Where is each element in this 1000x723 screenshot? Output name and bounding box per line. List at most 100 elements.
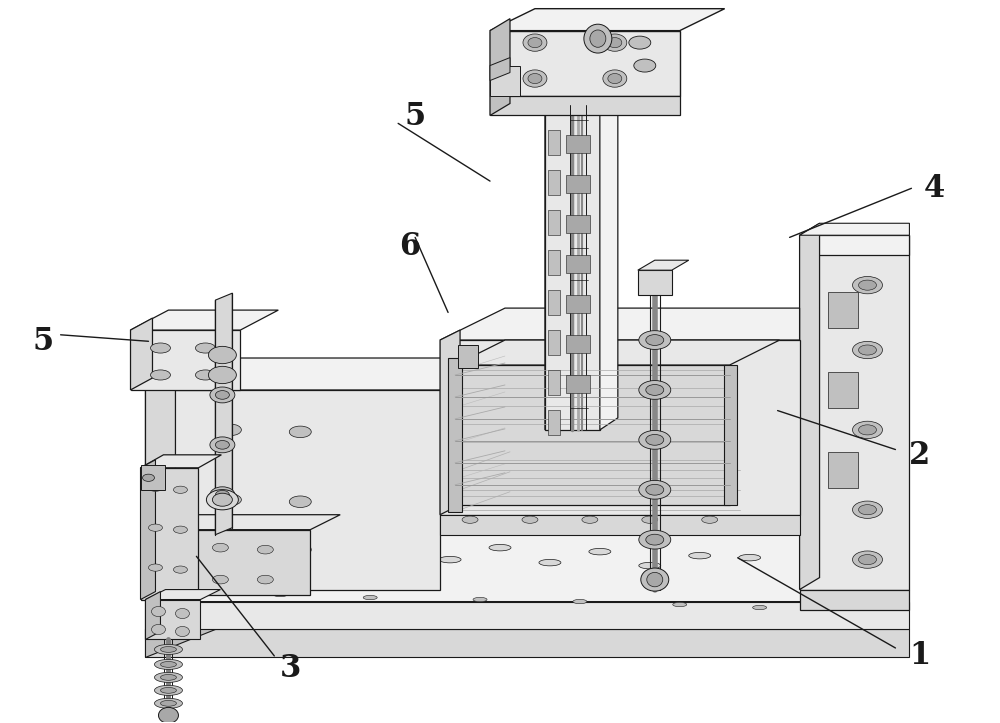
Ellipse shape (598, 449, 622, 461)
Polygon shape (724, 365, 737, 505)
Ellipse shape (212, 576, 228, 584)
Ellipse shape (648, 449, 672, 461)
Text: 3: 3 (280, 653, 301, 684)
Polygon shape (600, 93, 618, 430)
Ellipse shape (539, 560, 561, 566)
Ellipse shape (853, 501, 882, 518)
Ellipse shape (859, 280, 876, 290)
Ellipse shape (167, 540, 183, 549)
Ellipse shape (160, 675, 176, 680)
Circle shape (528, 38, 542, 48)
Circle shape (528, 74, 542, 84)
Polygon shape (638, 270, 672, 295)
Text: 5: 5 (405, 100, 426, 132)
Polygon shape (145, 508, 215, 602)
Ellipse shape (219, 424, 241, 436)
Ellipse shape (739, 555, 761, 561)
Ellipse shape (160, 646, 176, 652)
Polygon shape (548, 410, 560, 435)
Polygon shape (141, 465, 165, 489)
Ellipse shape (210, 487, 235, 502)
Polygon shape (131, 330, 240, 390)
Circle shape (603, 70, 627, 87)
Polygon shape (800, 223, 909, 235)
Polygon shape (145, 518, 165, 594)
Ellipse shape (289, 496, 311, 508)
Ellipse shape (646, 435, 664, 445)
Polygon shape (490, 58, 510, 80)
Polygon shape (548, 250, 560, 275)
Ellipse shape (160, 662, 176, 667)
Ellipse shape (639, 330, 671, 349)
Polygon shape (145, 589, 220, 599)
Text: 2: 2 (909, 440, 930, 471)
Ellipse shape (548, 449, 572, 461)
Ellipse shape (859, 345, 876, 355)
Polygon shape (800, 235, 909, 589)
Circle shape (175, 626, 189, 636)
Ellipse shape (154, 698, 182, 709)
Polygon shape (828, 452, 858, 488)
Polygon shape (145, 602, 215, 657)
Polygon shape (440, 515, 800, 535)
Polygon shape (566, 215, 590, 234)
Polygon shape (145, 390, 440, 589)
Ellipse shape (148, 564, 162, 571)
Polygon shape (490, 66, 520, 95)
Polygon shape (548, 370, 560, 395)
Polygon shape (455, 365, 730, 505)
Polygon shape (141, 468, 198, 599)
Ellipse shape (289, 544, 311, 555)
Ellipse shape (210, 437, 235, 453)
Polygon shape (545, 93, 565, 430)
Ellipse shape (646, 335, 664, 346)
Ellipse shape (150, 370, 170, 380)
Ellipse shape (167, 573, 183, 582)
Circle shape (151, 625, 165, 635)
Ellipse shape (639, 530, 671, 549)
Ellipse shape (208, 367, 236, 384)
Polygon shape (638, 260, 689, 270)
Ellipse shape (859, 555, 876, 565)
Ellipse shape (646, 385, 664, 395)
Ellipse shape (148, 484, 162, 492)
Ellipse shape (154, 672, 182, 683)
Polygon shape (145, 508, 909, 602)
Ellipse shape (582, 516, 598, 523)
Polygon shape (131, 318, 152, 390)
Polygon shape (566, 135, 590, 153)
Ellipse shape (646, 484, 664, 495)
Ellipse shape (363, 595, 377, 599)
Polygon shape (145, 599, 200, 639)
Circle shape (523, 70, 547, 87)
Ellipse shape (173, 566, 187, 573)
Circle shape (603, 34, 627, 51)
Circle shape (608, 74, 622, 84)
Ellipse shape (688, 409, 712, 421)
Text: 4: 4 (924, 173, 945, 204)
Ellipse shape (639, 480, 671, 499)
Polygon shape (566, 375, 590, 393)
Circle shape (523, 34, 547, 51)
Ellipse shape (154, 659, 182, 669)
Circle shape (608, 38, 622, 48)
Ellipse shape (219, 494, 241, 505)
Ellipse shape (212, 493, 232, 506)
Ellipse shape (173, 486, 187, 493)
Ellipse shape (148, 524, 162, 531)
Ellipse shape (522, 516, 538, 523)
Ellipse shape (859, 505, 876, 515)
Ellipse shape (853, 341, 882, 359)
Polygon shape (490, 19, 510, 116)
Ellipse shape (208, 346, 236, 364)
Polygon shape (828, 372, 858, 408)
Ellipse shape (173, 526, 187, 534)
Polygon shape (548, 290, 560, 315)
Ellipse shape (646, 534, 664, 545)
Ellipse shape (210, 387, 235, 403)
Polygon shape (131, 310, 278, 330)
Ellipse shape (589, 548, 611, 555)
Polygon shape (800, 589, 909, 609)
Polygon shape (548, 130, 560, 155)
Ellipse shape (673, 602, 687, 607)
